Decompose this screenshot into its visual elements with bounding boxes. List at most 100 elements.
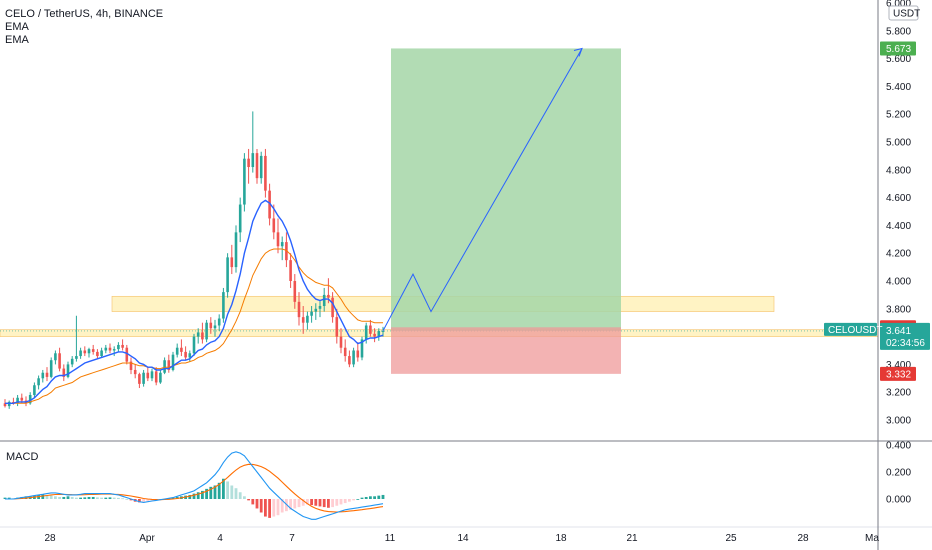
candle-body — [58, 353, 61, 369]
candle-body — [142, 372, 145, 384]
candle-body — [154, 371, 158, 383]
candle-body — [45, 372, 49, 377]
candle-body — [310, 311, 313, 316]
macd-histogram-bar — [188, 494, 192, 499]
candle-body — [175, 347, 179, 355]
macd-histogram-bar — [226, 481, 229, 499]
macd-histogram-bar — [255, 499, 259, 509]
candle-body — [100, 350, 103, 357]
candle-body — [87, 349, 91, 354]
candle-body — [356, 350, 360, 358]
candle-body — [96, 351, 99, 357]
candle-body — [70, 358, 74, 365]
candle-body — [150, 371, 154, 379]
macd-histogram-bar — [293, 499, 297, 509]
macd-histogram-bar — [230, 485, 234, 499]
candle-body — [121, 344, 124, 348]
candle-body — [243, 158, 246, 205]
candle-body — [180, 347, 183, 352]
ema-fast-legend[interactable]: EMA — [5, 21, 29, 33]
candle-body — [184, 351, 187, 358]
symbol-tag-box — [824, 322, 877, 336]
candle-body — [104, 347, 108, 351]
price-tick-label: 4.800 — [886, 165, 911, 176]
macd-histogram-bar — [54, 496, 57, 499]
macd-histogram-bar — [209, 486, 213, 499]
macd-histogram-bar — [138, 499, 141, 503]
candle-body — [268, 190, 271, 219]
macd-histogram-bar — [343, 499, 347, 504]
macd-histogram-bar — [91, 496, 95, 499]
price-tick-label: 5.200 — [886, 110, 911, 121]
price-tick-label: 5.400 — [886, 82, 911, 93]
candle-body — [377, 331, 381, 337]
time-tick-label: 18 — [555, 533, 567, 544]
ema-slow-legend[interactable]: EMA — [5, 34, 29, 46]
candle-body — [33, 385, 36, 395]
macd-histogram-bar — [381, 494, 385, 499]
candle-body — [213, 325, 217, 329]
macd-histogram-bar — [310, 499, 313, 506]
macd-histogram-bar — [146, 499, 150, 502]
macd-legend[interactable]: MACD — [6, 451, 39, 463]
price-tick-label: 6.000 — [886, 0, 911, 10]
candle-body — [20, 397, 24, 401]
candle-body — [272, 218, 276, 233]
last-price-tag: 3.641 — [886, 326, 911, 337]
candle-body — [238, 204, 242, 233]
candle-body — [259, 155, 263, 179]
candle-body — [369, 325, 372, 334]
macd-tick-label: 0.400 — [886, 441, 911, 452]
macd-histogram-bar — [272, 499, 276, 517]
candle-body — [381, 330, 385, 332]
macd-tick-label: 0.200 — [886, 468, 911, 479]
macd-histogram-bar — [276, 499, 280, 516]
symbol-title[interactable]: CELO / TetherUS, 4h, BINANCE — [5, 8, 164, 20]
candle-body — [348, 356, 351, 365]
macd-histogram-bar — [356, 499, 360, 500]
candle-body — [37, 378, 40, 386]
candle-body — [293, 281, 297, 302]
macd-histogram-bar — [7, 497, 11, 499]
price-tick-label: 5.800 — [886, 26, 911, 37]
price-tick-label: 5.600 — [886, 54, 911, 65]
macd-histogram-bar — [3, 497, 7, 499]
loss-zone — [391, 327, 621, 374]
candle-body — [247, 158, 250, 168]
time-tick-label: 14 — [457, 533, 469, 544]
candle-body — [234, 232, 238, 268]
macd-histogram-bar — [121, 498, 124, 500]
candle-body — [41, 372, 45, 379]
candle-body — [83, 350, 87, 354]
candle-body — [306, 315, 309, 323]
macd-histogram-bar — [234, 488, 238, 499]
candle-body — [301, 317, 305, 323]
macd-histogram-bar — [259, 499, 263, 513]
price-tick-label: 4.000 — [886, 277, 911, 288]
macd-histogram-bar — [331, 499, 334, 508]
candle-body — [79, 350, 82, 357]
macd-histogram-bar — [104, 497, 108, 499]
macd-histogram-bar — [129, 499, 133, 501]
macd-histogram-bar — [247, 499, 250, 501]
candle-body — [133, 369, 137, 375]
macd-histogram-bar — [62, 496, 66, 499]
candle-body — [129, 361, 133, 370]
macd-histogram-bar — [112, 497, 116, 499]
price-tick-label: 3.200 — [886, 388, 911, 399]
price-tick-label: 3.000 — [886, 416, 911, 427]
macd-histogram-bar — [348, 499, 351, 502]
candle-body — [91, 349, 95, 352]
macd-signal-line — [5, 463, 384, 513]
candle-body — [373, 333, 376, 337]
candle-body — [318, 306, 322, 309]
macd-histogram-bar — [360, 497, 364, 499]
macd-histogram-bar — [369, 496, 372, 499]
candle-body — [117, 344, 120, 350]
macd-histogram-bar — [377, 495, 381, 499]
target-price-tag: 5.673 — [886, 44, 911, 55]
candle-body — [159, 372, 162, 383]
candle-body — [343, 347, 347, 357]
price-tick-label: 4.400 — [886, 221, 911, 232]
